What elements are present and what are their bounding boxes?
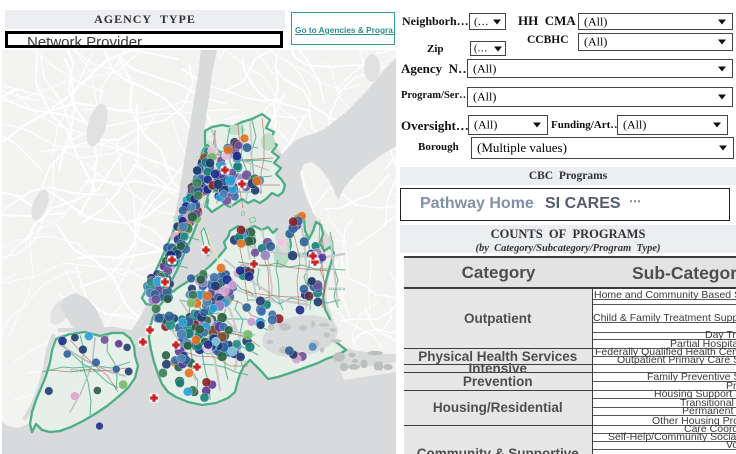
svg-text:BRONX: BRONX [238,158,253,163]
svg-text:STATEN ISLAND: STATEN ISLAND [70,368,101,373]
svg-text:JAMAICA: JAMAICA [328,286,346,291]
svg-text:QUEENS: QUEENS [297,251,314,256]
